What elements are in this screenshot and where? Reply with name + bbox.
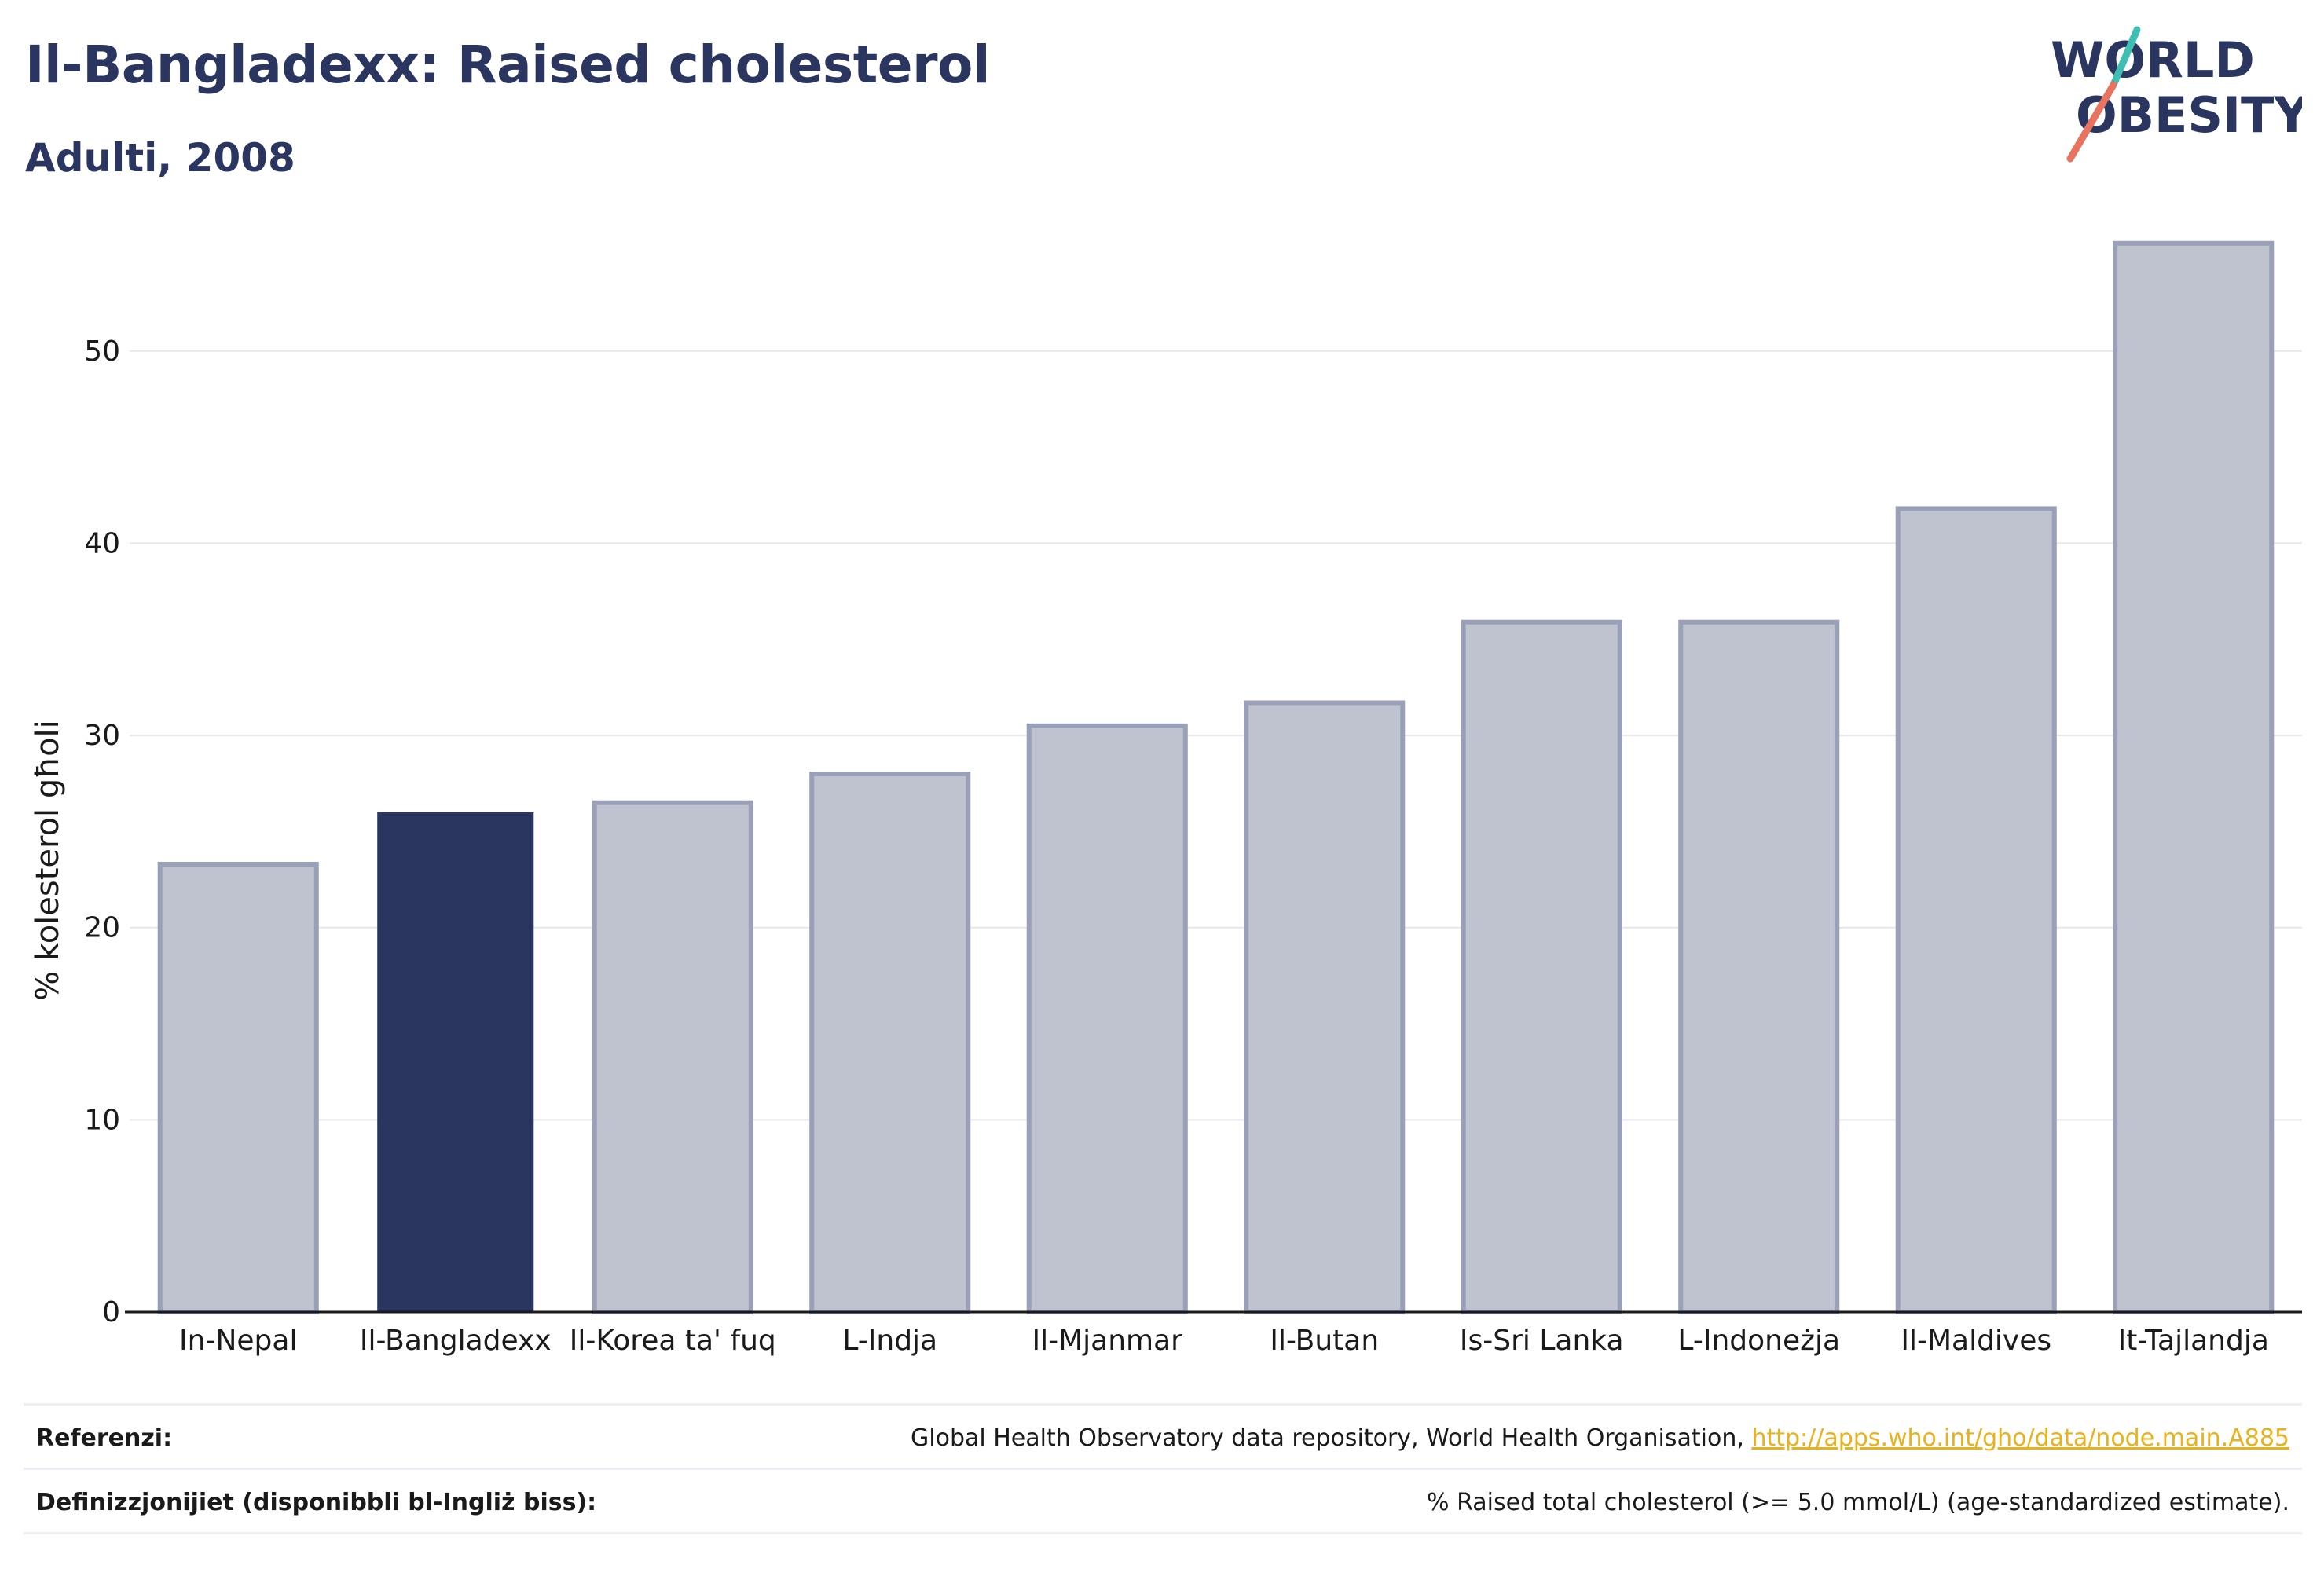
- references-link[interactable]: http://apps.who.int/gho/data/node.main.A…: [1751, 1424, 2289, 1452]
- bar-il-korea-ta-fuq: [592, 800, 753, 1314]
- definitions-label: Definizzjonijiet (disponibbli bl-Ingliż …: [36, 1488, 597, 1516]
- references-row: Referenzi: Global Health Observatory dat…: [24, 1403, 2302, 1470]
- bar-is-sri-lanka: [1461, 619, 1622, 1314]
- y-tick-label: 40: [84, 527, 120, 559]
- bar-l-indja: [809, 772, 971, 1314]
- logo-line1: WORLD: [2051, 31, 2255, 89]
- x-tick-label: Il-Korea ta' fuq: [570, 1325, 776, 1357]
- x-tick-label: L-Indja: [842, 1325, 937, 1357]
- bar-il-bangladexx: [377, 812, 534, 1312]
- bar-il-maldives: [1895, 506, 2057, 1314]
- x-tick-label: Il-Bangladexx: [360, 1325, 552, 1357]
- logo-accent-red: [2066, 81, 2117, 163]
- y-tick-label: 20: [84, 912, 120, 944]
- bar-l-indone-ja: [1678, 619, 1840, 1314]
- x-tick-label: In-Nepal: [179, 1325, 297, 1357]
- footer-divider: [24, 1532, 2302, 1534]
- bar-il-butan: [1244, 700, 1406, 1314]
- x-tick-label: Il-Mjanmar: [1032, 1325, 1183, 1357]
- x-tick-label: It-Tajlandja: [2118, 1325, 2269, 1357]
- bar-it-tajlandja: [2113, 240, 2275, 1314]
- y-tick-label: 0: [102, 1296, 120, 1329]
- definitions-text: % Raised total cholesterol (>= 5.0 mmol/…: [1427, 1488, 2289, 1516]
- y-tick-label: 10: [84, 1104, 120, 1136]
- chart-subtitle: Adulti, 2008: [25, 135, 295, 181]
- axes: 0 10 20 30 40 50 In-Nepal Il-Bangladexx Il-Korea…: [84, 335, 2302, 1357]
- x-tick-label: Il-Maldives: [1901, 1325, 2051, 1357]
- x-tick-label: L-Indoneżja: [1677, 1325, 1840, 1357]
- y-axis-title: % kolesterol għoli: [30, 720, 66, 1001]
- definitions-row: Definizzjonijiet (disponibbli bl-Ingliż …: [24, 1468, 2302, 1534]
- logo-accent-teal: [2110, 26, 2141, 89]
- bars: [157, 240, 2275, 1315]
- logo-line2: OBESITY: [2076, 86, 2302, 144]
- world-obesity-logo: WORLD OBESITY: [2051, 26, 2302, 163]
- references-text: Global Health Observatory data repositor…: [911, 1424, 1752, 1452]
- bar-in-nepal: [157, 861, 319, 1315]
- chart-title: Il-Bangladexx: Raised cholesterol: [25, 35, 991, 95]
- references-label: Referenzi:: [36, 1424, 173, 1452]
- x-tick-label: Is-Sri Lanka: [1460, 1325, 1624, 1357]
- y-tick-label: 50: [84, 335, 120, 368]
- bar-chart: 0 10 20 30 40 50 In-Nepal Il-Bangladexx Il-Korea…: [30, 240, 2302, 1357]
- references-value: Global Health Observatory data repositor…: [911, 1424, 2302, 1452]
- bar-il-mjanmar: [1026, 723, 1188, 1314]
- y-tick-label: 30: [84, 720, 120, 752]
- x-tick-label: Il-Butan: [1270, 1325, 1379, 1357]
